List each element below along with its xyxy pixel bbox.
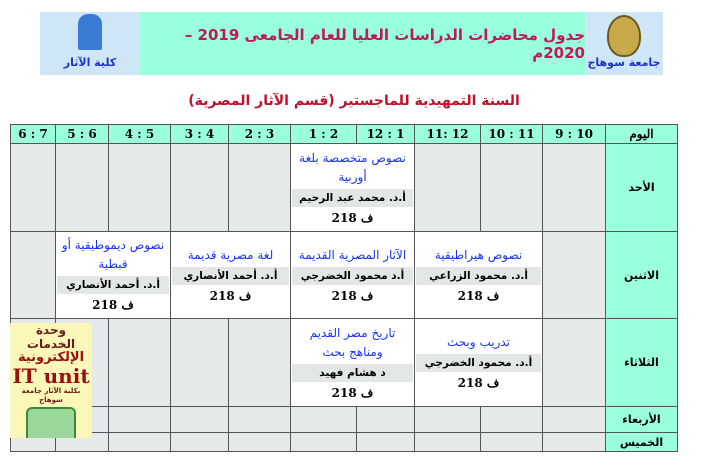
university-seal-icon — [607, 15, 641, 57]
empty-cell — [108, 432, 171, 452]
empty-cell — [542, 231, 606, 319]
class-cell: الآثار المصرية القديمة أ.د محمود الخضرجي ف… — [290, 231, 415, 319]
empty-cell — [542, 318, 606, 407]
faculty-name: كلية الآثار — [63, 56, 117, 69]
col-header: 12 :11 — [414, 124, 481, 144]
row-sunday: الأحد نصوص متخصصة بلغة أوربية أ.د. محمد ع… — [10, 143, 678, 232]
teacher: د هشام فهيد — [292, 363, 413, 382]
row-thursday: الخميس — [10, 432, 678, 452]
class-cell: تدريب وبحث أ.د. محمود الخضرجي ف 218 — [414, 318, 543, 407]
class-cell: نصوص متخصصة بلغة أوربية أ.د. محمد عبد الر… — [290, 143, 415, 232]
empty-cell — [414, 143, 481, 232]
row-monday: الاثنين نصوص هيراطيقية أ.د. محمود الزراعي… — [10, 231, 678, 319]
empty-cell — [170, 318, 229, 407]
teacher: أ.د. محمد عبد الرحيم — [292, 188, 413, 207]
empty-cell — [480, 143, 543, 232]
subject: نصوص ديموطيقية أو قبطية — [61, 238, 165, 271]
empty-cell — [10, 143, 56, 232]
university-logo: جامعة سوهاج — [585, 12, 663, 75]
row-wednesday: الأربعاء — [10, 406, 678, 433]
room: ف 218 — [209, 288, 252, 303]
class-cell: تاريخ مصر القديم ومناهج بحث د هشام فهيد ف … — [290, 318, 415, 407]
empty-cell — [228, 432, 291, 452]
class-cell: نصوص ديموطيقية أو قبطية أ.د. أحمد الأنصار… — [55, 231, 171, 319]
it-unit-line: بكلية الآثار جامعة سوهاج — [21, 387, 81, 404]
empty-cell — [542, 432, 606, 452]
schedule-subtitle: السنة التمهيدية للماجستير (قسم الآثار ال… — [188, 93, 520, 109]
teacher: أ.د. محمود الخضرجي — [416, 354, 541, 372]
empty-cell — [108, 318, 171, 407]
subject: تاريخ مصر القديم ومناهج بحث — [309, 325, 396, 359]
empty-cell — [228, 143, 291, 232]
teacher: أ.د. أحمد الأنصاري — [172, 266, 289, 285]
col-header: 6 : 5 — [55, 124, 109, 144]
empty-cell — [542, 406, 606, 433]
header-row: اليوم 10 : 9 11 : 10 12 :11 1 : 12 2 : 1… — [10, 124, 678, 144]
empty-cell — [228, 406, 291, 433]
teacher: أ.د محمود الخضرجي — [292, 266, 413, 285]
subject: لغة مصرية قديمة — [187, 247, 274, 262]
day-label: الاثنين — [605, 231, 678, 319]
col-header: 11 : 10 — [480, 124, 543, 144]
empty-cell — [108, 143, 171, 232]
col-header: 1 : 12 — [356, 124, 415, 144]
empty-cell — [480, 432, 543, 452]
teacher: أ.د. أحمد الأنصاري — [57, 276, 169, 294]
subject: نصوص هيراطيقية — [434, 247, 523, 262]
room: ف 218 — [457, 288, 500, 303]
subject: نصوص متخصصة بلغة أوربية — [299, 150, 406, 184]
room: ف 218 — [331, 385, 374, 400]
col-header: 4 : 3 — [170, 124, 229, 144]
empty-cell — [356, 432, 415, 452]
person-photo-icon — [26, 407, 76, 438]
it-unit-line: الإلكترونية — [17, 350, 85, 365]
day-label: الخميس — [605, 432, 678, 452]
room: ف 218 — [92, 298, 134, 312]
faculty-emblem-icon — [78, 14, 102, 50]
faculty-logo: كلية الآثار — [40, 12, 140, 75]
col-header: 5 : 4 — [108, 124, 171, 144]
empty-cell — [170, 143, 229, 232]
empty-cell — [480, 406, 543, 433]
empty-cell — [356, 406, 415, 433]
col-header: 10 : 9 — [542, 124, 606, 144]
page-title: جدول محاضرات الدراسات العليا للعام الجام… — [140, 12, 585, 75]
it-unit-line: IT unit — [12, 364, 90, 388]
schedule-table: اليوم 10 : 9 11 : 10 12 :11 1 : 12 2 : 1… — [10, 124, 678, 452]
day-label: الثلاثاء — [605, 318, 678, 407]
col-header: 7 : 6 — [10, 124, 56, 144]
day-label: الأربعاء — [605, 406, 678, 433]
empty-cell — [414, 406, 481, 433]
header-banner: كلية الآثار جدول محاضرات الدراسات العليا… — [40, 12, 663, 75]
col-header: اليوم — [605, 124, 678, 144]
empty-cell — [290, 406, 357, 433]
empty-cell — [108, 406, 171, 433]
empty-cell — [414, 432, 481, 452]
it-unit-logo: وحدة الخدمات الإلكترونية IT unit بكلية ا… — [10, 323, 92, 438]
row-tuesday: الثلاثاء تدريب وبحث أ.د. محمود الخضرجي ف 2… — [10, 318, 678, 407]
empty-cell — [55, 143, 109, 232]
col-header: 3 : 2 — [228, 124, 291, 144]
room: ف 218 — [331, 288, 374, 303]
empty-cell — [290, 432, 357, 452]
room: ف 218 — [457, 376, 500, 390]
empty-cell — [170, 406, 229, 433]
room: ف 218 — [331, 210, 374, 225]
teacher: أ.د. محمود الزراعي — [416, 266, 541, 285]
university-name: جامعة سوهاج — [587, 56, 661, 69]
col-header: 2 : 1 — [290, 124, 357, 144]
empty-cell — [10, 231, 56, 319]
class-cell: نصوص هيراطيقية أ.د. محمود الزراعي ف 218 — [414, 231, 543, 319]
it-unit-line: وحدة الخدمات — [26, 323, 76, 351]
subject: تدريب وبحث — [446, 335, 511, 349]
day-label: الأحد — [605, 143, 678, 232]
empty-cell — [228, 318, 291, 407]
class-cell: لغة مصرية قديمة أ.د. أحمد الأنصاري ف 218 — [170, 231, 291, 319]
empty-cell — [170, 432, 229, 452]
empty-cell — [542, 143, 606, 232]
subject: الآثار المصرية القديمة — [298, 247, 407, 262]
